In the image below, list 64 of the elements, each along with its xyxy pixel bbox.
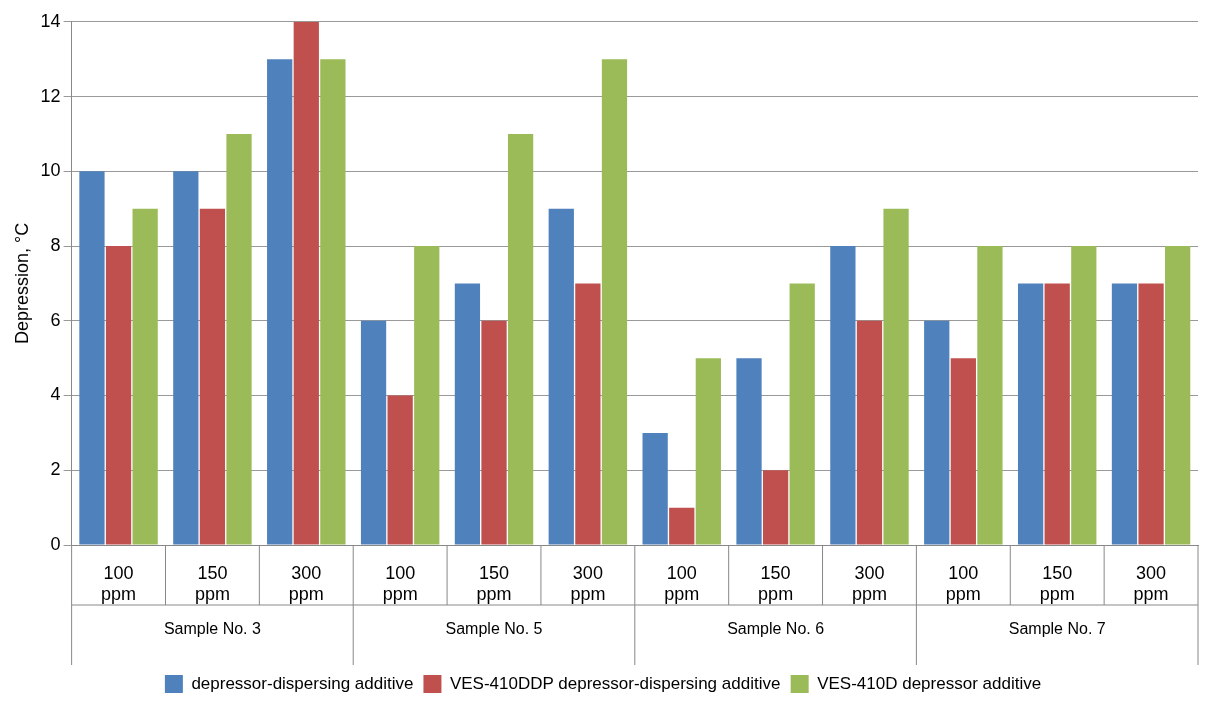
bar (642, 432, 668, 545)
bar (132, 208, 158, 545)
y-tick-label: 10 (40, 160, 61, 181)
bar (387, 395, 413, 545)
bar (320, 59, 346, 545)
bar (977, 246, 1003, 545)
bar (601, 59, 628, 545)
x-tick-label: 300 ppm (570, 562, 606, 605)
bar (1165, 246, 1191, 545)
x-tick-label: 100 ppm (945, 562, 981, 605)
x-tick-label: 300 ppm (288, 562, 324, 605)
y-tick-label: 8 (50, 235, 61, 255)
bar (924, 320, 950, 545)
bar (883, 208, 909, 545)
bar (199, 208, 226, 545)
bar (669, 507, 695, 545)
bar (79, 171, 105, 545)
y-tick-label: 14 (40, 10, 61, 31)
x-tick-label: 150 ppm (194, 562, 230, 605)
bar (360, 320, 387, 545)
text: Sample No. 7 (1008, 620, 1106, 638)
x-tick-label: 100 ppm (382, 562, 418, 605)
bar (293, 21, 319, 545)
legend-label: VES-410D depressor additive (817, 673, 1042, 693)
x-tick-label: 100 ppm (101, 562, 137, 605)
bar (105, 246, 132, 545)
y-tick-label: 4 (50, 384, 61, 405)
bar (762, 470, 789, 545)
bar (695, 358, 721, 545)
bar (1017, 283, 1044, 545)
bar (575, 283, 601, 545)
x-tick-label: 300 ppm (1133, 562, 1169, 605)
text: Sample No. 5 (445, 620, 543, 638)
bar (830, 246, 856, 545)
bar (173, 171, 199, 545)
x-tick-label: 150 ppm (476, 562, 512, 605)
bar (950, 358, 976, 545)
bar (481, 320, 507, 545)
y-tick-label: 6 (50, 309, 61, 330)
bar (1111, 283, 1138, 545)
bar (1071, 246, 1097, 545)
bar (548, 208, 574, 545)
y-tick-label: 2 (50, 459, 61, 480)
bar (226, 133, 252, 545)
x-tick-label: 150 ppm (758, 562, 794, 605)
y-axis-title: Depression, °C (11, 222, 32, 345)
y-tick-label: 0 (50, 533, 61, 554)
legend-label: VES-410DDP depressor-dispersing additive (449, 673, 781, 693)
text: Sample No. 3 (163, 620, 261, 638)
text: Sample No. 6 (727, 620, 825, 638)
bar (507, 133, 534, 545)
bar (454, 283, 481, 545)
bar (736, 358, 762, 545)
y-tick-label: 12 (40, 85, 61, 106)
bar (267, 59, 293, 545)
bar (1138, 283, 1164, 545)
bar (414, 246, 440, 545)
x-tick-label: 300 ppm (851, 562, 887, 605)
bar (856, 320, 883, 545)
x-tick-label: 100 ppm (664, 562, 700, 605)
bar (789, 283, 815, 545)
x-tick-label: 150 ppm (1039, 562, 1075, 605)
bar (1044, 283, 1070, 545)
legend-label: depressor-dispersing additive (191, 673, 414, 693)
